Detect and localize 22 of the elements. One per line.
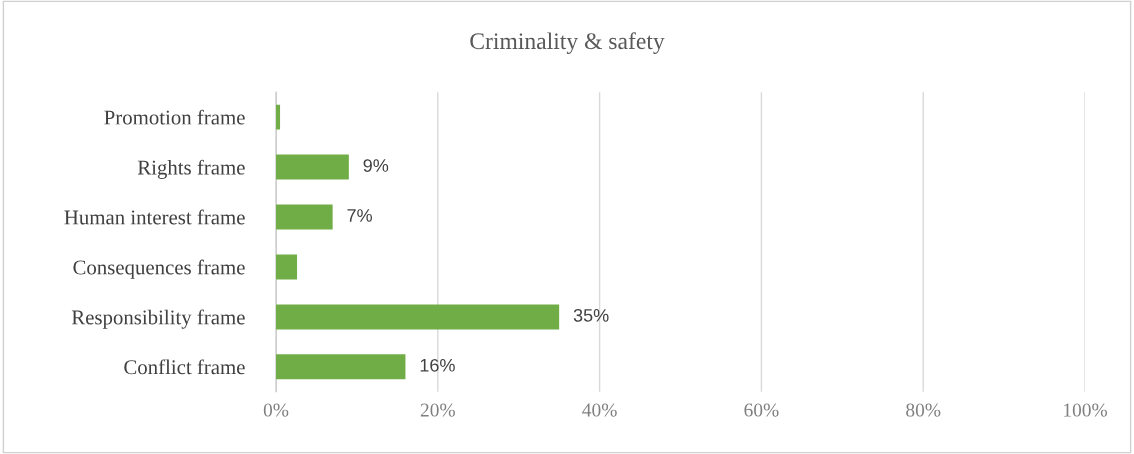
x-tick-label: 20%	[420, 403, 455, 417]
y-tick-label: Consequences frame	[73, 259, 245, 279]
data-label: 16%	[420, 358, 455, 372]
data-label: 7%	[347, 209, 372, 222]
y-tick-label: Responsibility frame	[71, 309, 245, 329]
x-tick-label: 60%	[744, 403, 779, 417]
chart-title: Criminality & safety	[470, 32, 665, 54]
data-label: 35%	[573, 308, 609, 322]
x-tick-label: 80%	[906, 403, 941, 417]
bar	[276, 154, 349, 180]
y-tick-label: Promotion frame	[104, 109, 245, 125]
bar	[276, 254, 298, 280]
bar	[276, 354, 406, 380]
y-tick-label: Human interest frame	[64, 209, 245, 225]
data-label: 9%	[363, 159, 389, 172]
x-tick-label: 0%	[263, 403, 289, 417]
bar	[276, 304, 560, 330]
y-tick-label: Conflict frame	[124, 359, 245, 375]
x-tick-label: 40%	[582, 403, 617, 417]
x-tick-label: 100%	[1064, 403, 1108, 417]
y-tick-label: Rights frame	[137, 159, 245, 179]
bar	[276, 204, 333, 230]
